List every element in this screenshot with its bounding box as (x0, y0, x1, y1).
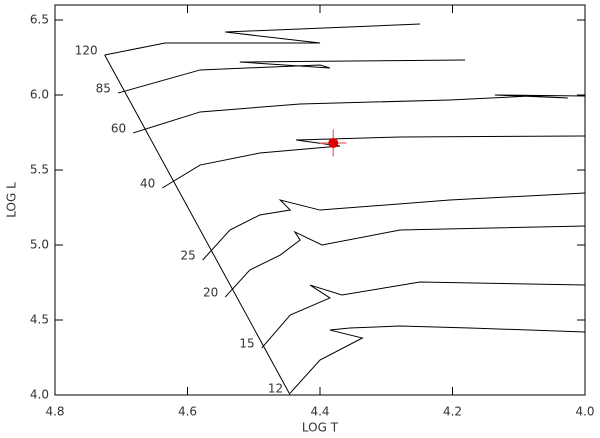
track-label: 120 (75, 43, 98, 57)
y-tick-label: 5.0 (30, 238, 49, 252)
plot-frame (54, 4, 586, 396)
track-line (133, 94, 586, 134)
y-tick-label: 4.5 (30, 313, 49, 327)
track-line (104, 23, 421, 56)
x-tick-label: 4.6 (178, 405, 197, 419)
x-tick-label: 4.0 (575, 405, 594, 419)
data-point (328, 138, 339, 148)
track-label: 20 (203, 286, 218, 300)
y-axis-label: LOG L (5, 182, 19, 218)
track-label: 15 (239, 337, 254, 351)
y-tick-label: 6.5 (30, 13, 49, 27)
track-line (117, 59, 466, 94)
track-label: 25 (180, 249, 195, 263)
x-axis-label: LOG T (302, 421, 339, 435)
track-line (162, 135, 586, 189)
track-line (224, 225, 586, 298)
x-tick-label: 4.8 (45, 405, 64, 419)
y-tick-label: 6.0 (30, 88, 49, 102)
x-tick-label: 4.2 (443, 405, 462, 419)
track-label: 40 (140, 177, 155, 191)
track-label: 12 (268, 382, 283, 396)
track-label: 85 (96, 82, 111, 96)
track-line (104, 54, 291, 396)
y-tick-label: 5.5 (30, 163, 49, 177)
track-label: 60 (111, 121, 126, 135)
track-line (289, 325, 586, 394)
track-line (202, 192, 586, 261)
y-tick-label: 4.0 (30, 388, 49, 402)
x-tick-label: 4.4 (310, 405, 329, 419)
track-line (261, 281, 586, 349)
